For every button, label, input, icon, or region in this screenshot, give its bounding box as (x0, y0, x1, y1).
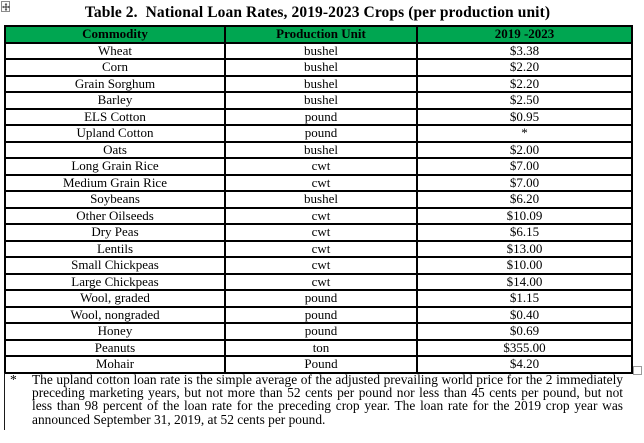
commodity-cell: Corn (4, 58, 226, 77)
loan-rate-cell: $2.20 (416, 58, 633, 77)
loan-rate-cell: $7.00 (416, 173, 633, 192)
production-unit-cell: bushel (224, 74, 418, 93)
loan-rate-cell: $6.15 (416, 223, 633, 242)
table-row: Wool, nongraded pound $0.40 (4, 305, 633, 324)
table-row: Other Oilseeds cwt $10.09 (4, 206, 633, 225)
production-unit-cell: bushel (224, 140, 418, 159)
commodity-cell: Upland Cotton (4, 124, 226, 143)
table-body: Wheat bushel $3.38 Corn bushel $2.20 Gra… (4, 41, 633, 374)
table-row: Honey pound $0.69 (4, 322, 633, 341)
commodity-cell: Dry Peas (4, 223, 226, 242)
commodity-cell: Medium Grain Rice (4, 173, 226, 192)
anchor-marker-icon (633, 366, 642, 375)
commodity-cell: ELS Cotton (4, 107, 226, 126)
table-title: Table 2. National Loan Rates, 2019-2023 … (84, 4, 551, 21)
loan-rate-cell: $13.00 (416, 239, 633, 258)
commodity-cell: Long Grain Rice (4, 157, 226, 176)
loan-rate-cell: $10.00 (416, 256, 633, 275)
table-row: Peanuts ton $355.00 (4, 338, 633, 357)
production-unit-cell: pound (224, 322, 418, 341)
loan-rate-cell: $3.38 (416, 41, 633, 60)
commodity-cell: Oats (4, 140, 226, 159)
production-unit-cell: cwt (224, 256, 418, 275)
table-row: Lentils cwt $13.00 (4, 239, 633, 258)
table-row: Oats bushel $2.00 (4, 140, 633, 159)
footnote-text: The upland cotton loan rate is the simpl… (32, 372, 623, 427)
table-move-handle[interactable] (1, 1, 10, 12)
table-row: ELS Cotton pound $0.95 (4, 107, 633, 126)
production-unit-cell: cwt (224, 173, 418, 192)
four-way-arrow-icon (1, 2, 10, 11)
commodity-cell: Mohair (4, 355, 226, 374)
loan-rate-cell: $0.95 (416, 107, 633, 126)
table-row: Large Chickpeas cwt $14.00 (4, 272, 633, 291)
loan-rate-cell: $1.15 (416, 289, 633, 308)
table-row: Corn bushel $2.20 (4, 58, 633, 77)
commodity-cell: Peanuts (4, 338, 226, 357)
commodity-cell: Large Chickpeas (4, 272, 226, 291)
loan-rate-cell: $0.69 (416, 322, 633, 341)
table-row: Wheat bushel $3.38 (4, 41, 633, 60)
loan-rate-cell: $2.50 (416, 91, 633, 110)
production-unit-cell: cwt (224, 206, 418, 225)
production-unit-cell: bushel (224, 190, 418, 209)
table-row: Dry Peas cwt $6.15 (4, 223, 633, 242)
commodity-cell: Small Chickpeas (4, 256, 226, 275)
commodity-cell: Grain Sorghum (4, 74, 226, 93)
commodity-cell: Wool, nongraded (4, 305, 226, 324)
production-unit-cell: pound (224, 305, 418, 324)
table-row: Grain Sorghum bushel $2.20 (4, 74, 633, 93)
commodity-cell: Wheat (4, 41, 226, 60)
commodity-cell: Honey (4, 322, 226, 341)
loan-rate-cell: $4.20 (416, 355, 633, 374)
commodity-cell: Other Oilseeds (4, 206, 226, 225)
loan-rate-cell: $355.00 (416, 338, 633, 357)
loan-rate-cell: $2.20 (416, 74, 633, 93)
footnote-marker: * (10, 372, 17, 387)
commodity-cell: Soybeans (4, 190, 226, 209)
production-unit-cell: Pound (224, 355, 418, 374)
table-row: Wool, graded pound $1.15 (4, 289, 633, 308)
table-row: Medium Grain Rice cwt $7.00 (4, 173, 633, 192)
loan-rate-cell: $0.40 (416, 305, 633, 324)
loan-rate-cell: $7.00 (416, 157, 633, 176)
production-unit-cell: cwt (224, 239, 418, 258)
production-unit-cell: cwt (224, 157, 418, 176)
commodity-cell: Barley (4, 91, 226, 110)
table-row: Soybeans bushel $6.20 (4, 190, 633, 209)
loan-rate-cell: $6.20 (416, 190, 633, 209)
production-unit-cell: bushel (224, 58, 418, 77)
production-unit-cell: ton (224, 338, 418, 357)
loan-rates-table: Commodity Production Unit 2019 -2023 Whe… (4, 25, 633, 374)
footnote: * The upland cotton loan rate is the sim… (4, 373, 634, 430)
column-header-commodity: Commodity (4, 25, 226, 44)
production-unit-cell: bushel (224, 91, 418, 110)
table-row: Upland Cotton pound * (4, 124, 633, 143)
production-unit-cell: pound (224, 124, 418, 143)
table-row: Barley bushel $2.50 (4, 91, 633, 110)
loan-rate-cell: * (416, 124, 633, 143)
table-header-row: Commodity Production Unit 2019 -2023 (4, 25, 633, 44)
commodity-cell: Wool, graded (4, 289, 226, 308)
loan-rate-cell: $10.09 (416, 206, 633, 225)
production-unit-cell: cwt (224, 223, 418, 242)
production-unit-cell: pound (224, 289, 418, 308)
commodity-cell: Lentils (4, 239, 226, 258)
production-unit-cell: pound (224, 107, 418, 126)
production-unit-cell: bushel (224, 41, 418, 60)
table-row: Mohair Pound $4.20 (4, 355, 633, 374)
loan-rate-cell: $2.00 (416, 140, 633, 159)
column-header-production-unit: Production Unit (224, 25, 418, 44)
table-row: Small Chickpeas cwt $10.00 (4, 256, 633, 275)
column-header-rate-years: 2019 -2023 (416, 25, 633, 44)
loan-rate-cell: $14.00 (416, 272, 633, 291)
production-unit-cell: cwt (224, 272, 418, 291)
table-row: Long Grain Rice cwt $7.00 (4, 157, 633, 176)
